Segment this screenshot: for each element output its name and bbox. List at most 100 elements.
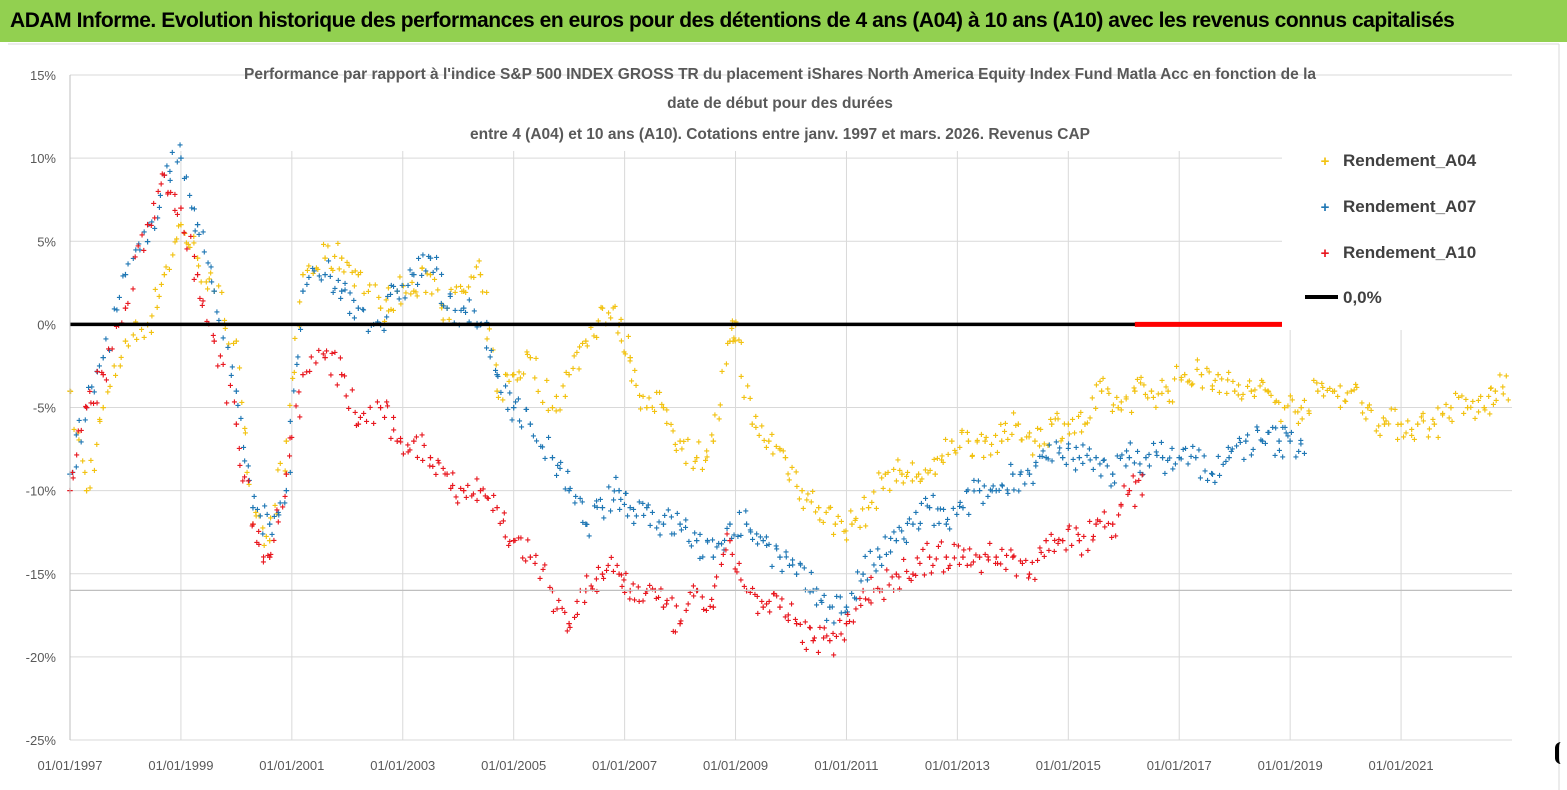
point-cloud-Rendement_A10-54-2: + bbox=[998, 559, 1004, 570]
point-cloud-Rendement_A04-28-6: + bbox=[580, 339, 586, 350]
point-cloud-Rendement_A04-82-1: + bbox=[1449, 417, 1455, 428]
point-cloud-Rendement_A07-48-3: + bbox=[901, 534, 907, 545]
point-cloud-Rendement_A10-24-3: + bbox=[501, 508, 507, 519]
point-cloud-Rendement_A04-2-6: + bbox=[118, 353, 124, 364]
point-cloud-Rendement_A07-5-1: + bbox=[164, 162, 170, 173]
point-cloud-Rendement_A07-69-3: + bbox=[1250, 445, 1256, 456]
point-cloud-Rendement_A10-11-3: + bbox=[274, 505, 280, 516]
point-cloud-Rendement_A10-1-5: + bbox=[94, 367, 100, 378]
point-Rendement_A10-24: + bbox=[494, 502, 500, 514]
point-cloud-Rendement_A04-48-3: + bbox=[891, 465, 897, 476]
point-cloud-Rendement_A04-50-4: + bbox=[925, 469, 931, 480]
point-cloud-Rendement_A07-31-6: + bbox=[625, 512, 631, 523]
point-cloud-Rendement_A10-33-4: + bbox=[653, 594, 659, 605]
point-cloud-Rendement_A07-62-4: + bbox=[1137, 468, 1143, 479]
point-cloud-Rendement_A10-50-5: + bbox=[938, 537, 944, 548]
point-cloud-Rendement_A07-40-5: + bbox=[773, 542, 779, 553]
point-cloud-Rendement_A04-68-6: + bbox=[1230, 377, 1236, 388]
point-Rendement_A04-50: + bbox=[915, 469, 921, 481]
point-cloud-Rendement_A07-60-3: + bbox=[1100, 456, 1106, 467]
legend-marker-a07: + bbox=[1321, 199, 1330, 216]
point-cloud-Rendement_A04-63-4: + bbox=[1141, 380, 1147, 391]
point-Rendement_A07-26: + bbox=[527, 419, 533, 431]
point-cloud-Rendement_A04-70-4: + bbox=[1259, 376, 1265, 387]
point-cloud-Rendement_A04-64-3: + bbox=[1155, 390, 1161, 401]
point-cloud-Rendement_A04-53-2: + bbox=[969, 452, 975, 463]
point-Rendement_A04-22: + bbox=[461, 286, 467, 298]
point-cloud-Rendement_A07-24-3: + bbox=[503, 382, 509, 393]
point-Rendement_A07-24: + bbox=[494, 369, 500, 381]
point-cloud-Rendement_A04-0-3: + bbox=[75, 429, 81, 440]
point-cloud-Rendement_A07-12-6: + bbox=[298, 325, 304, 336]
point-cloud-Rendement_A10-17-1: + bbox=[382, 413, 388, 424]
point-cloud-Rendement_A10-13-5: + bbox=[316, 346, 322, 357]
point-cloud-Rendement_A04-69-3: + bbox=[1239, 394, 1245, 405]
point-Rendement_A07-51: + bbox=[943, 519, 949, 531]
point-cloud-Rendement_A10-36-5: + bbox=[707, 602, 713, 613]
point-Rendement_A07-48: + bbox=[893, 536, 899, 548]
point-cloud-Rendement_A07-1-4: + bbox=[95, 367, 101, 378]
point-Rendement_A07-72: + bbox=[1287, 436, 1293, 448]
point-cloud-Rendement_A04-52-1: + bbox=[952, 446, 958, 457]
point-cloud-Rendement_A10-61-3: + bbox=[1118, 500, 1124, 511]
point-cloud-Rendement_A04-8-6: + bbox=[231, 339, 237, 350]
point-cloud-Rendement_A10-2-3: + bbox=[109, 344, 115, 355]
point-Rendement_A07-10: + bbox=[250, 502, 256, 514]
point-cloud-Rendement_A04-52-2: + bbox=[953, 449, 959, 460]
point-cloud-Rendement_A04-51-3: + bbox=[939, 451, 945, 462]
point-Rendement_A10-7: + bbox=[194, 270, 200, 282]
point-cloud-Rendement_A07-25-6: + bbox=[524, 405, 530, 416]
x-tick-label-3: 01/01/2003 bbox=[370, 758, 435, 773]
point-cloud-Rendement_A04-67-6: + bbox=[1212, 376, 1218, 387]
point-cloud-Rendement_A04-71-5: + bbox=[1276, 398, 1282, 409]
point-cloud-Rendement_A10-2-5: + bbox=[116, 321, 122, 332]
point-cloud-Rendement_A07-63-6: + bbox=[1159, 438, 1165, 449]
point-Rendement_A07-3: + bbox=[122, 270, 128, 282]
point-Rendement_A10-62: + bbox=[1126, 486, 1132, 498]
point-cloud-Rendement_A04-73-6: + bbox=[1314, 379, 1320, 390]
point-cloud-Rendement_A10-25-3: + bbox=[518, 533, 524, 544]
point-Rendement_A07-21: + bbox=[444, 303, 450, 315]
point-cloud-Rendement_A10-1-6: + bbox=[99, 368, 105, 379]
point-cloud-Rendement_A07-55-4: + bbox=[1018, 467, 1024, 478]
point-Rendement_A10-39: + bbox=[743, 585, 749, 597]
point-cloud-Rendement_A07-61-1: + bbox=[1112, 478, 1118, 489]
point-cloud-Rendement_A04-45-5: + bbox=[843, 526, 849, 537]
point-cloud-Rendement_A04-37-1: + bbox=[712, 411, 718, 422]
point-cloud-Rendement_A10-23-5: + bbox=[490, 506, 496, 517]
point-cloud-Rendement_A04-60-5: + bbox=[1093, 381, 1099, 392]
point-Rendement_A04-40: + bbox=[749, 419, 755, 431]
point-cloud-Rendement_A07-14-1: + bbox=[326, 257, 332, 268]
point-cloud-Rendement_A10-21-3: + bbox=[450, 469, 456, 480]
point-cloud-Rendement_A07-14-3: + bbox=[330, 288, 336, 299]
point-cloud-Rendement_A10-61-4: + bbox=[1118, 502, 1124, 513]
point-Rendement_A10-58: + bbox=[1060, 536, 1066, 548]
point-cloud-Rendement_A07-53-4: + bbox=[987, 485, 993, 496]
point-cloud-Rendement_A04-45-4: + bbox=[844, 535, 850, 546]
point-cloud-Rendement_A10-15-6: + bbox=[353, 421, 359, 432]
point-Rendement_A07-57: + bbox=[1043, 452, 1049, 464]
point-cloud-Rendement_A07-65-5: + bbox=[1188, 452, 1194, 463]
point-cloud-Rendement_A04-73-3: + bbox=[1306, 406, 1312, 417]
point-Rendement_A07-13: + bbox=[300, 286, 306, 298]
point-cloud-Rendement_A07-52-3: + bbox=[966, 510, 972, 521]
point-cloud-Rendement_A07-55-6: + bbox=[1025, 466, 1031, 477]
point-cloud-Rendement_A04-73-4: + bbox=[1306, 409, 1312, 420]
point-cloud-Rendement_A04-56-4: + bbox=[1027, 428, 1033, 439]
point-cloud-Rendement_A07-41-6: + bbox=[790, 561, 796, 572]
point-cloud-Rendement_A04-68-2: + bbox=[1219, 375, 1225, 386]
point-cloud-Rendement_A04-69-2: + bbox=[1235, 391, 1241, 402]
point-cloud-Rendement_A04-68-1: + bbox=[1217, 388, 1223, 399]
point-Rendement_A04-20: + bbox=[427, 270, 433, 282]
point-cloud-Rendement_A07-38-2: + bbox=[731, 530, 737, 541]
point-Rendement_A04-71: + bbox=[1265, 386, 1271, 398]
point-cloud-Rendement_A04-17-2: + bbox=[383, 296, 389, 307]
point-cloud-Rendement_A10-12-4: + bbox=[293, 402, 299, 413]
point-Rendement_A10-40: + bbox=[760, 602, 766, 614]
point-cloud-Rendement_A04-13-1: + bbox=[304, 266, 310, 277]
point-cloud-Rendement_A04-66-4: + bbox=[1190, 380, 1196, 391]
point-cloud-Rendement_A04-65-1: + bbox=[1166, 397, 1172, 408]
point-Rendement_A07-31: + bbox=[616, 486, 622, 498]
point-cloud-Rendement_A04-79-3: + bbox=[1405, 416, 1411, 427]
point-cloud-Rendement_A04-60-6: + bbox=[1097, 377, 1103, 388]
